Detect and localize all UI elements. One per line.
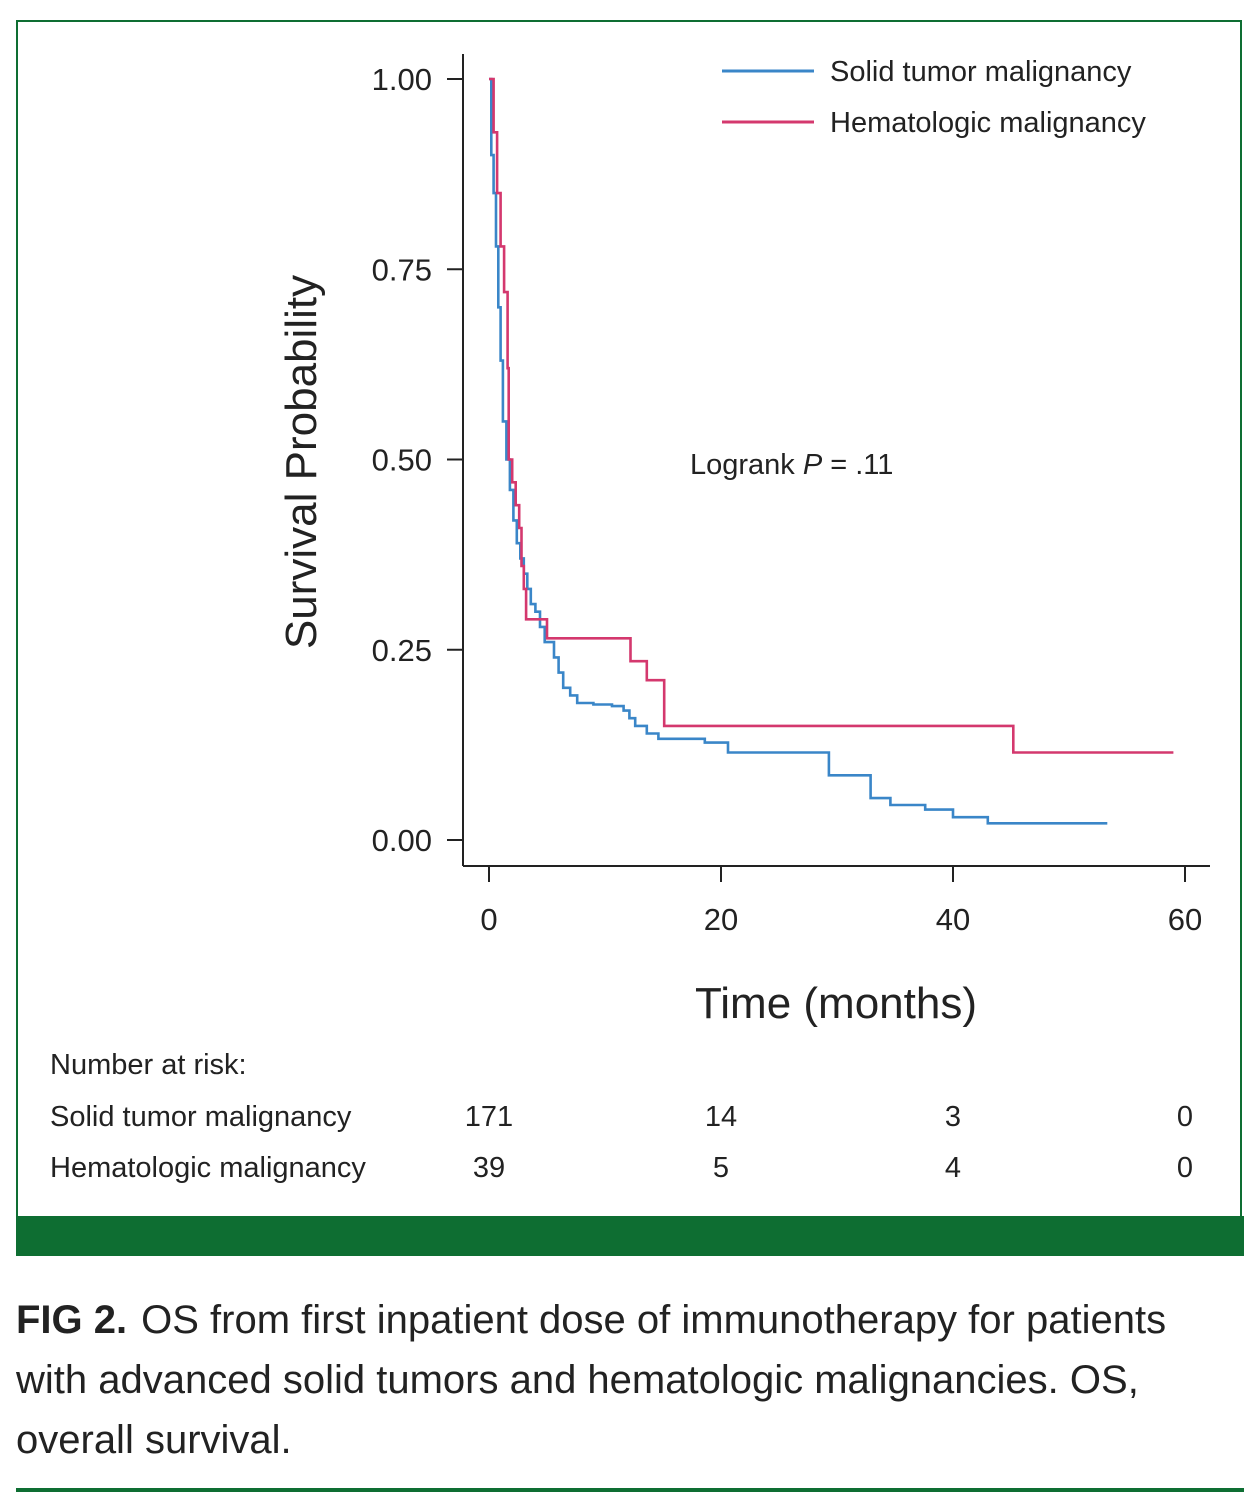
survival-chart: 0.000.250.500.751.000 20 40 60 Survival Pro… <box>50 54 1210 1184</box>
y-tick-label: 0.00 <box>372 823 432 858</box>
figure-footer-bar <box>16 1216 1244 1256</box>
y-axis-label: Survival Probability <box>277 275 326 649</box>
x-tick-label: 40 <box>936 902 970 937</box>
legend-label-hematologic: Hematologic malignancy <box>830 107 1146 139</box>
bottom-divider <box>16 1488 1244 1492</box>
series-lines <box>489 77 1174 825</box>
x-axis-label: Time (months) <box>695 979 977 1028</box>
risk-value: 5 <box>713 1152 729 1184</box>
y-tick-label: 0.25 <box>372 633 432 668</box>
caption-text: OS from first inpatient dose of immunoth… <box>16 1298 1167 1462</box>
y-tick-label: 1.00 <box>372 62 432 97</box>
figure-label: FIG 2. <box>16 1298 128 1342</box>
legend: Solid tumor malignancy Hematologic malig… <box>722 56 1146 139</box>
logrank-prefix: Logrank <box>690 449 803 481</box>
risk-row-label: Hematologic malignancy <box>50 1152 366 1184</box>
axes: 0.00 0.25 0.50 0.75 1.00 0 20 40 60 <box>372 54 1210 937</box>
figure-caption: FIG 2. OS from first inpatient dose of im… <box>16 1290 1248 1470</box>
logrank-value: = .11 <box>822 449 893 481</box>
x-tick-label: 20 <box>704 902 738 937</box>
risk-value: 0 <box>1177 1152 1193 1184</box>
logrank-annotation: Logrank P = .11 <box>690 449 893 481</box>
risk-row-label: Solid tumor malignancy <box>50 1101 352 1133</box>
risk-value: 39 <box>473 1152 505 1184</box>
logrank-p: P <box>803 449 823 481</box>
x-tick-label: 0 <box>480 902 497 937</box>
risk-table-title: Number at risk: <box>50 1049 247 1081</box>
x-tick-label: 60 <box>1168 902 1202 937</box>
y-tick-label: 0.50 <box>372 443 432 478</box>
risk-value: 171 <box>465 1101 513 1133</box>
risk-value: 14 <box>705 1101 737 1133</box>
series-line-hematologic <box>489 77 1174 754</box>
series-line-solid-tumor <box>489 77 1108 825</box>
risk-value: 4 <box>945 1152 961 1184</box>
legend-label-solid: Solid tumor malignancy <box>830 56 1132 88</box>
risk-table: Number at risk: Solid tumor malignancy 17… <box>50 1049 1193 1184</box>
y-tick-label: 0.75 <box>372 252 432 287</box>
risk-value: 3 <box>945 1101 961 1133</box>
risk-value: 0 <box>1177 1101 1193 1133</box>
